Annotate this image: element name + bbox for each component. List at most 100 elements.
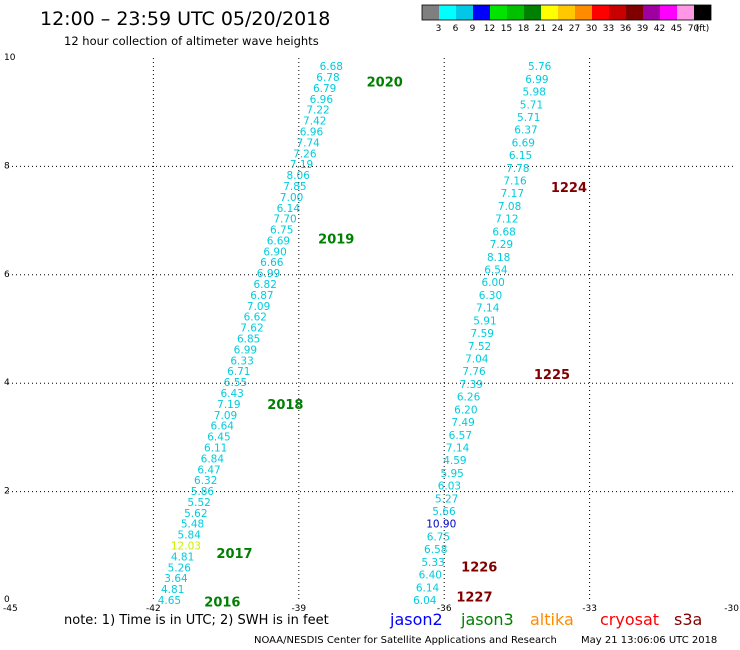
x-tick-label: -42 xyxy=(146,604,161,614)
wave-height-value: 6.11 xyxy=(204,442,227,454)
wave-height-value: 6.14 xyxy=(416,582,440,594)
colorbar-label: 39 xyxy=(637,24,649,34)
wave-height-value: 5.48 xyxy=(181,519,204,531)
pass-label: 1227 xyxy=(456,590,492,605)
x-tick-label: -39 xyxy=(291,604,306,614)
colorbar-label: 15 xyxy=(501,24,512,34)
pass-label: 2017 xyxy=(216,547,252,562)
colorbar-swatch xyxy=(575,5,592,20)
wave-height-value: 5.76 xyxy=(528,61,552,73)
colorbar-swatch xyxy=(507,5,524,20)
wave-height-value: 6.54 xyxy=(484,265,508,277)
wave-height-value: 7.52 xyxy=(468,341,491,353)
colorbar-swatch xyxy=(694,5,711,20)
colorbar-label: 6 xyxy=(453,24,459,34)
wave-height-value: 6.15 xyxy=(509,150,532,162)
wave-height-value: 6.62 xyxy=(244,312,267,324)
colorbar-swatch xyxy=(456,5,473,20)
chart-subtitle: 12 hour collection of altimeter wave hei… xyxy=(64,34,319,48)
wave-height-value: 6.75 xyxy=(270,225,293,237)
colorbar-label: 27 xyxy=(569,24,580,34)
wave-height-value: 3.64 xyxy=(164,573,188,585)
colorbar-label: 70 xyxy=(688,24,700,34)
y-tick-label: 8 xyxy=(4,161,10,171)
wave-height-value: 6.40 xyxy=(419,570,442,582)
wave-height-value: 7.70 xyxy=(273,214,296,226)
wave-height-value: 7.19 xyxy=(290,159,313,171)
wave-height-value: 5.26 xyxy=(168,562,192,574)
colorbar-swatch xyxy=(524,5,541,20)
footer-note: note: 1) Time is in UTC; 2) SWH is in fe… xyxy=(64,613,329,628)
colorbar-label: 9 xyxy=(470,24,476,34)
wave-height-value: 6.20 xyxy=(454,404,477,416)
pass-label: 2016 xyxy=(204,596,240,611)
colorbar-swatch xyxy=(660,5,677,20)
x-tick-label: -30 xyxy=(724,604,739,614)
colorbar-frame xyxy=(421,4,712,21)
wave-height-value: 5.62 xyxy=(184,508,207,520)
wave-height-value: 5.98 xyxy=(523,87,546,99)
wave-height-value: 7.08 xyxy=(498,201,521,213)
wave-height-value: 4.65 xyxy=(158,595,181,607)
wave-height-value: 6.14 xyxy=(277,203,301,215)
wave-height-value: 6.69 xyxy=(512,137,535,149)
colorbar-swatch xyxy=(439,5,456,20)
wave-height-value: 5.27 xyxy=(435,493,458,505)
wave-height-value: 6.47 xyxy=(197,464,220,476)
wave-height-value: 6.66 xyxy=(260,257,284,269)
wave-height-value: 6.58 xyxy=(424,544,447,556)
wave-height-value: 6.79 xyxy=(313,83,336,95)
colorbar-label: 33 xyxy=(603,24,614,34)
colorbar-swatch xyxy=(626,5,643,20)
y-tick-label: 6 xyxy=(4,270,10,280)
wave-height-value: 8.06 xyxy=(287,170,311,182)
wave-height-values: 4.654.813.645.264.8112.035.845.485.625.5… xyxy=(158,61,552,607)
wave-height-value: 6.96 xyxy=(300,127,324,139)
colorbar-swatch xyxy=(541,5,558,20)
colorbar-label: 24 xyxy=(552,24,564,34)
wave-height-value: 5.95 xyxy=(440,468,463,480)
wave-height-value: 7.59 xyxy=(471,328,494,340)
wave-height-value: 6.33 xyxy=(230,355,253,367)
wave-height-value: 5.66 xyxy=(432,506,456,518)
x-tick-label: -36 xyxy=(437,604,452,614)
wave-height-value: 6.55 xyxy=(224,377,247,389)
axis-ticks: -45 -42 -39 -36 -33 -30 0 2 4 6 8 10 xyxy=(3,53,739,614)
wave-height-value: 6.75 xyxy=(427,531,450,543)
wave-height-value: 7.14 xyxy=(446,442,470,454)
wave-height-value: 6.99 xyxy=(525,74,548,86)
wave-height-value: 7.26 xyxy=(293,148,317,160)
legend-entry: jason3 xyxy=(460,610,514,629)
wave-height-value: 7.74 xyxy=(296,137,320,149)
wave-height-value: 7.09 xyxy=(247,301,270,313)
wave-height-value: 6.69 xyxy=(267,235,290,247)
wave-height-value: 6.90 xyxy=(263,246,286,258)
footer-credit: NOAA/NESDIS Center for Satellite Applica… xyxy=(254,635,557,646)
pass-labels: 2016 2017 2018 2019 2020 1224 1225 1226 1227 xyxy=(204,75,587,610)
colorbar-label: 3 xyxy=(436,24,442,34)
wave-height-value: 5.71 xyxy=(517,112,540,124)
wave-height-value: 6.85 xyxy=(237,334,260,346)
colorbar-label: (ft) xyxy=(696,24,710,34)
pass-label: 1225 xyxy=(534,368,570,383)
wave-height-value: 7.17 xyxy=(501,188,524,200)
pass-label: 1224 xyxy=(551,181,587,196)
wave-height-value: 5.84 xyxy=(178,530,202,542)
wave-height-value: 8.18 xyxy=(487,252,510,264)
pass-label: 2020 xyxy=(367,75,403,90)
wave-height-value: 7.29 xyxy=(490,239,513,251)
footer-timestamp: May 21 13:06:06 UTC 2018 xyxy=(581,635,717,646)
colorbar-label: 21 xyxy=(535,24,546,34)
wave-height-value: 6.30 xyxy=(479,290,502,302)
y-tick-label: 10 xyxy=(4,53,16,63)
colorbar-label: 42 xyxy=(654,24,665,34)
wave-height-value: 7.42 xyxy=(303,116,326,128)
colorbar-label: 45 xyxy=(671,24,682,34)
legend-entry: altika xyxy=(530,610,574,629)
wave-height-value: 4.59 xyxy=(443,455,466,467)
satellite-legend: jason2 jason3 altika cryosat s3a xyxy=(389,610,702,629)
wave-height-value: 6.57 xyxy=(449,430,472,442)
wave-height-value: 6.03 xyxy=(438,481,461,493)
pass-label: 2019 xyxy=(318,233,354,248)
colorbar-swatch xyxy=(677,5,694,20)
